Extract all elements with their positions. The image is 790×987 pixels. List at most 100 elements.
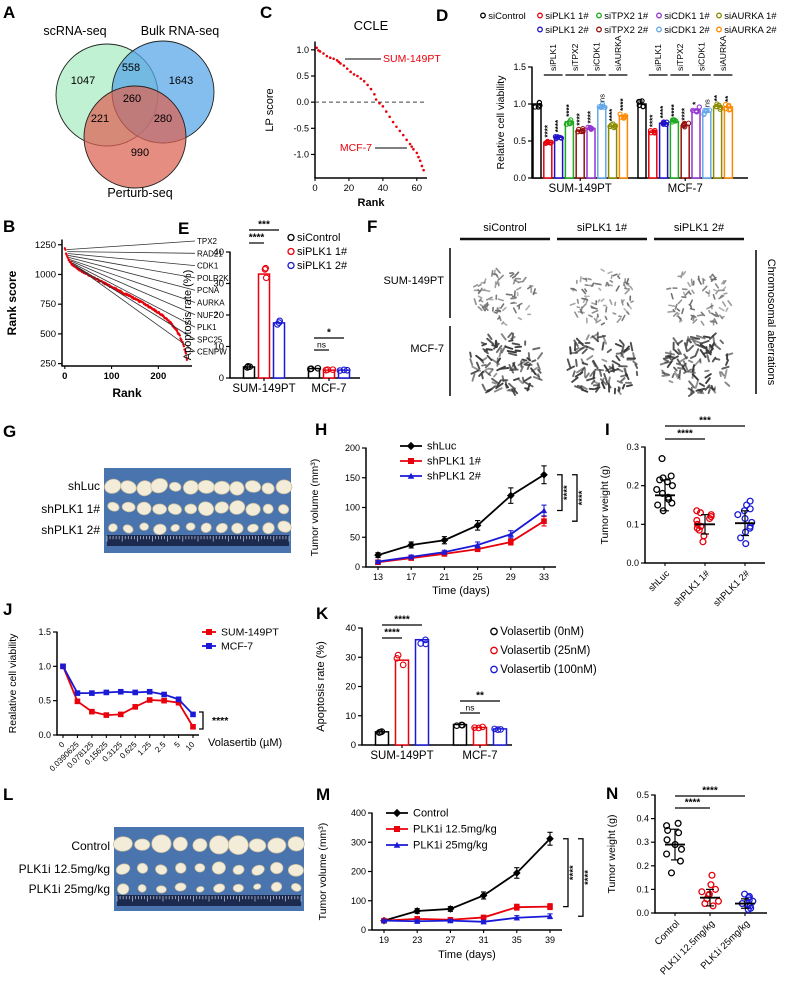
svg-text:100: 100 — [104, 371, 120, 382]
volasertib-viability-chart: 0.0 0.5 1.0 1.5 Realative cell viability 0 0.0… — [0, 598, 308, 793]
svg-text:Volasertib (100nM): Volasertib (100nM) — [500, 664, 597, 676]
panel-letter-k: K — [316, 604, 329, 623]
svg-text:PLK1i 25mg/kg: PLK1i 25mg/kg — [413, 840, 488, 852]
svg-text:0.0: 0.0 — [38, 730, 51, 740]
svg-text:shPLK1 2#: shPLK1 2# — [427, 471, 482, 483]
svg-text:POLR2K: POLR2K — [197, 274, 229, 283]
svg-text:Rank: Rank — [112, 386, 142, 400]
svg-text:shPLK1 2#: shPLK1 2# — [41, 523, 100, 537]
svg-text:siAURKA: siAURKA — [613, 35, 623, 71]
svg-text:PCNA: PCNA — [197, 286, 220, 295]
svg-text:0: 0 — [62, 371, 67, 382]
svg-text:****: **** — [249, 233, 265, 244]
svg-text:MCF-7: MCF-7 — [410, 343, 444, 355]
svg-text:Apoptosis rate (%): Apoptosis rate (%) — [315, 641, 327, 731]
svg-text:Realative cell viability: Realative cell viability — [7, 633, 19, 734]
panel-letter-g: G — [3, 422, 17, 441]
sirna-apoptosis-chart: 0 10 20 30 40 Apoptosis rate (%) SUM-149PT MCF-… — [175, 216, 375, 417]
svg-text:Perturb-seq: Perturb-seq — [107, 186, 172, 200]
svg-text:60: 60 — [412, 183, 423, 194]
panel-letter-i: I — [605, 420, 610, 439]
svg-text:Control: Control — [71, 839, 110, 853]
svg-text:500: 500 — [40, 329, 56, 340]
svg-text:0.5: 0.5 — [636, 790, 649, 800]
svg-text:-1.0: -1.0 — [293, 149, 309, 159]
svg-text:***: *** — [699, 416, 711, 427]
svg-text:siAURKA 1#: siAURKA 1# — [724, 11, 777, 22]
svg-text:****: **** — [702, 786, 718, 797]
svg-text:siCDK1: siCDK1 — [591, 42, 601, 71]
svg-text:221: 221 — [91, 113, 109, 125]
svg-text:siPLK1 1#: siPLK1 1# — [545, 11, 589, 22]
svg-text:0.3: 0.3 — [636, 837, 649, 847]
svg-text:Volasertib (µM): Volasertib (µM) — [208, 737, 282, 749]
svg-text:MCF-7: MCF-7 — [311, 383, 346, 395]
panel-letter-n: N — [606, 784, 619, 803]
svg-text:750: 750 — [40, 299, 56, 310]
svg-text:ns: ns — [317, 340, 326, 350]
svg-text:LP score: LP score — [264, 88, 276, 131]
svg-text:0: 0 — [361, 925, 366, 935]
svg-text:Tumor volume (mm³): Tumor volume (mm³) — [309, 459, 321, 557]
svg-text:1.0: 1.0 — [296, 45, 309, 55]
svg-text:siPLK1 2#: siPLK1 2# — [297, 260, 348, 272]
svg-text:0.5: 0.5 — [38, 696, 51, 706]
svg-text:Relative cell viability: Relative cell viability — [495, 75, 507, 170]
svg-text:260: 260 — [123, 93, 141, 105]
svg-text:PLK1i 25mg/kg: PLK1i 25mg/kg — [29, 882, 110, 896]
svg-text:siTPX2: siTPX2 — [570, 43, 580, 71]
panel-letter-j: J — [3, 600, 13, 619]
panel-letter-d: D — [436, 6, 449, 25]
svg-text:1.0: 1.0 — [38, 661, 51, 671]
svg-text:***: *** — [258, 220, 270, 231]
svg-text:**: ** — [713, 94, 722, 101]
svg-text:SUM-149PT: SUM-149PT — [370, 750, 433, 762]
svg-text:siAURKA: siAURKA — [718, 35, 728, 71]
svg-text:Control: Control — [413, 808, 448, 820]
svg-text:0: 0 — [312, 183, 317, 194]
svg-text:21: 21 — [439, 572, 449, 582]
svg-text:MCF-7: MCF-7 — [340, 142, 372, 154]
svg-text:1.5: 1.5 — [38, 627, 51, 637]
svg-text:Tumor weight (g): Tumor weight (g) — [606, 815, 618, 894]
svg-text:Chromosomal aberrations: Chromosomal aberrations — [765, 259, 777, 386]
svg-text:siCDK1 1#: siCDK1 1# — [664, 11, 710, 22]
svg-text:-0.5: -0.5 — [293, 123, 309, 133]
svg-text:****: **** — [212, 715, 229, 727]
svg-text:RAD21: RAD21 — [197, 249, 223, 258]
svg-text:280: 280 — [154, 113, 172, 125]
svg-text:****: **** — [685, 798, 701, 809]
panel-letter-e: E — [178, 219, 190, 238]
svg-text:200: 200 — [351, 867, 366, 877]
svg-text:0.5: 0.5 — [513, 136, 526, 146]
svg-text:27: 27 — [445, 935, 455, 945]
svg-text:0.4: 0.4 — [636, 814, 649, 824]
svg-text:shLuc: shLuc — [68, 479, 100, 493]
svg-text:SUM-149PT: SUM-149PT — [232, 383, 295, 395]
svg-text:30: 30 — [213, 279, 224, 290]
svg-text:0.5: 0.5 — [296, 71, 309, 81]
svg-text:NUF2: NUF2 — [197, 311, 218, 320]
svg-text:****: **** — [576, 112, 585, 125]
svg-text:0: 0 — [355, 562, 360, 572]
rank-score-chart: 1250 1000 750 500 250 Rank score 0 100 200 Rank TP… — [0, 216, 258, 417]
svg-text:0.3: 0.3 — [626, 442, 639, 452]
svg-text:PLK1: PLK1 — [197, 323, 217, 332]
svg-text:****: **** — [619, 98, 628, 111]
svg-text:PLK1i 12.5mg/kg: PLK1i 12.5mg/kg — [19, 862, 110, 876]
svg-text:****: **** — [384, 628, 400, 639]
shrna-tumor-photo: shLuc shPLK1 1# shPLK1 2# — [0, 418, 300, 568]
svg-text:siPLK1 1#: siPLK1 1# — [297, 246, 348, 258]
svg-text:SUM-149PT: SUM-149PT — [383, 275, 444, 287]
svg-text:1.0: 1.0 — [513, 99, 526, 109]
svg-text:shPLK1 1#: shPLK1 1# — [41, 502, 100, 516]
svg-text:**: ** — [724, 95, 733, 102]
volasertib-apoptosis-chart: 0 10 20 30 40 Apoptosis rate (%) SUM-149PT MCF-… — [308, 598, 630, 799]
svg-text:0: 0 — [219, 373, 224, 384]
svg-text:0.0: 0.0 — [296, 97, 309, 107]
svg-text:300: 300 — [351, 837, 366, 847]
svg-text:SUM-149PT: SUM-149PT — [383, 53, 441, 65]
svg-text:39: 39 — [545, 935, 555, 945]
svg-text:shLuc: shLuc — [646, 568, 672, 594]
svg-text:siControl: siControl — [483, 222, 526, 234]
